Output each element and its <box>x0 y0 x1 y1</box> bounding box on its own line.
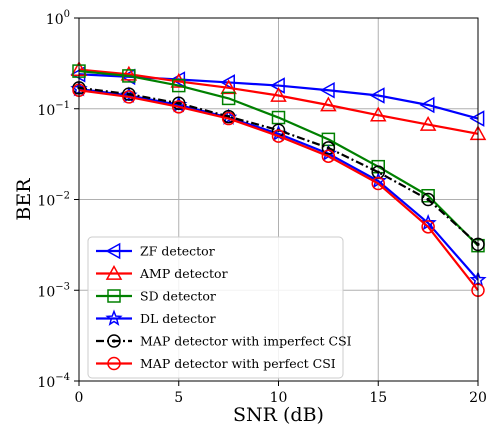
legend-label: SD detector <box>140 289 216 304</box>
legend: ZF detector AMP detector SD detector DL det… <box>87 236 352 379</box>
x-tick-label: 15 <box>369 390 387 406</box>
legend-entry: SD detector <box>96 289 216 304</box>
y-tick-exponent: −3 <box>55 281 70 292</box>
legend-entry: MAP detector with perfect CSI <box>96 356 336 371</box>
data-point <box>170 72 188 88</box>
data-point-center <box>177 101 181 105</box>
data-point <box>421 192 435 207</box>
data-point <box>321 141 336 155</box>
data-point <box>172 78 186 93</box>
legend-entry: ZF detector <box>96 242 215 260</box>
x-tick-label: 10 <box>270 390 288 406</box>
data-point <box>120 65 138 81</box>
data-point-center <box>326 146 330 150</box>
legend-label: DL detector <box>140 311 216 326</box>
legend-marker <box>105 264 123 280</box>
data-point <box>172 96 186 110</box>
data-point <box>421 188 435 203</box>
data-point <box>122 90 136 104</box>
data-point <box>271 129 286 143</box>
y-tick-label: 100 <box>46 9 70 28</box>
y-axis-label: BER <box>13 178 35 221</box>
y-tick-label: 10−3 <box>37 281 70 300</box>
y-tick-base: 10 <box>37 284 55 300</box>
y-tick-exponent: −2 <box>55 191 70 202</box>
y-tick-base: 10 <box>46 12 64 28</box>
legend-label: AMP detector <box>139 266 228 281</box>
data-point <box>320 96 337 112</box>
data-point <box>419 96 435 114</box>
legend-marker <box>105 309 123 326</box>
data-point <box>220 74 235 91</box>
data-point <box>220 79 237 95</box>
data-point-center <box>376 170 380 174</box>
legend-box <box>87 236 344 379</box>
legend-entry: MAP detector with imperfect CSI <box>96 334 352 349</box>
y-tick-label: 10−4 <box>37 372 70 391</box>
data-point <box>221 111 236 126</box>
data-point-center <box>426 197 430 202</box>
y-tick-label: 10−1 <box>37 100 70 119</box>
legend-label: ZF detector <box>140 244 215 259</box>
x-tick-label: 20 <box>469 390 487 406</box>
series-line <box>78 69 479 247</box>
data-point <box>319 81 335 99</box>
data-point <box>371 176 385 191</box>
data-point <box>421 220 435 234</box>
data-point <box>469 110 485 127</box>
series-1 <box>70 61 487 141</box>
series-layer <box>70 61 487 297</box>
y-tick-exponent: 0 <box>64 9 70 20</box>
x-axis-label: SNR (dB) <box>233 404 324 426</box>
legend-label: MAP detector with perfect CSI <box>140 356 336 371</box>
legend-marker <box>107 356 121 371</box>
legend-marker <box>107 289 121 303</box>
data-point <box>419 115 437 131</box>
legend-marker-center <box>112 339 116 343</box>
y-tick-base: 10 <box>37 103 55 119</box>
data-point <box>369 87 385 104</box>
data-point <box>122 69 136 83</box>
data-point-center <box>127 92 131 96</box>
legend-entry: AMP detector <box>96 264 228 281</box>
x-tick-label: 5 <box>174 390 183 406</box>
y-tick-base: 10 <box>37 375 55 391</box>
data-point <box>270 86 287 102</box>
series-line <box>78 89 479 291</box>
y-tick-base: 10 <box>37 194 55 210</box>
y-tick-label: 10−2 <box>37 191 70 210</box>
data-point <box>369 106 387 122</box>
series-line <box>78 87 479 281</box>
legend-marker <box>107 334 121 348</box>
x-tick-label: 0 <box>75 390 84 406</box>
data-point <box>221 91 236 106</box>
legend-marker <box>105 242 121 260</box>
data-point <box>321 149 336 163</box>
data-point <box>172 100 186 114</box>
legend-entry: DL detector <box>96 309 216 326</box>
y-tick-exponent: −1 <box>55 100 70 111</box>
y-tick-exponent: −4 <box>55 372 70 383</box>
legend-label: MAP detector with imperfect CSI <box>140 334 352 349</box>
series-line <box>78 68 479 135</box>
